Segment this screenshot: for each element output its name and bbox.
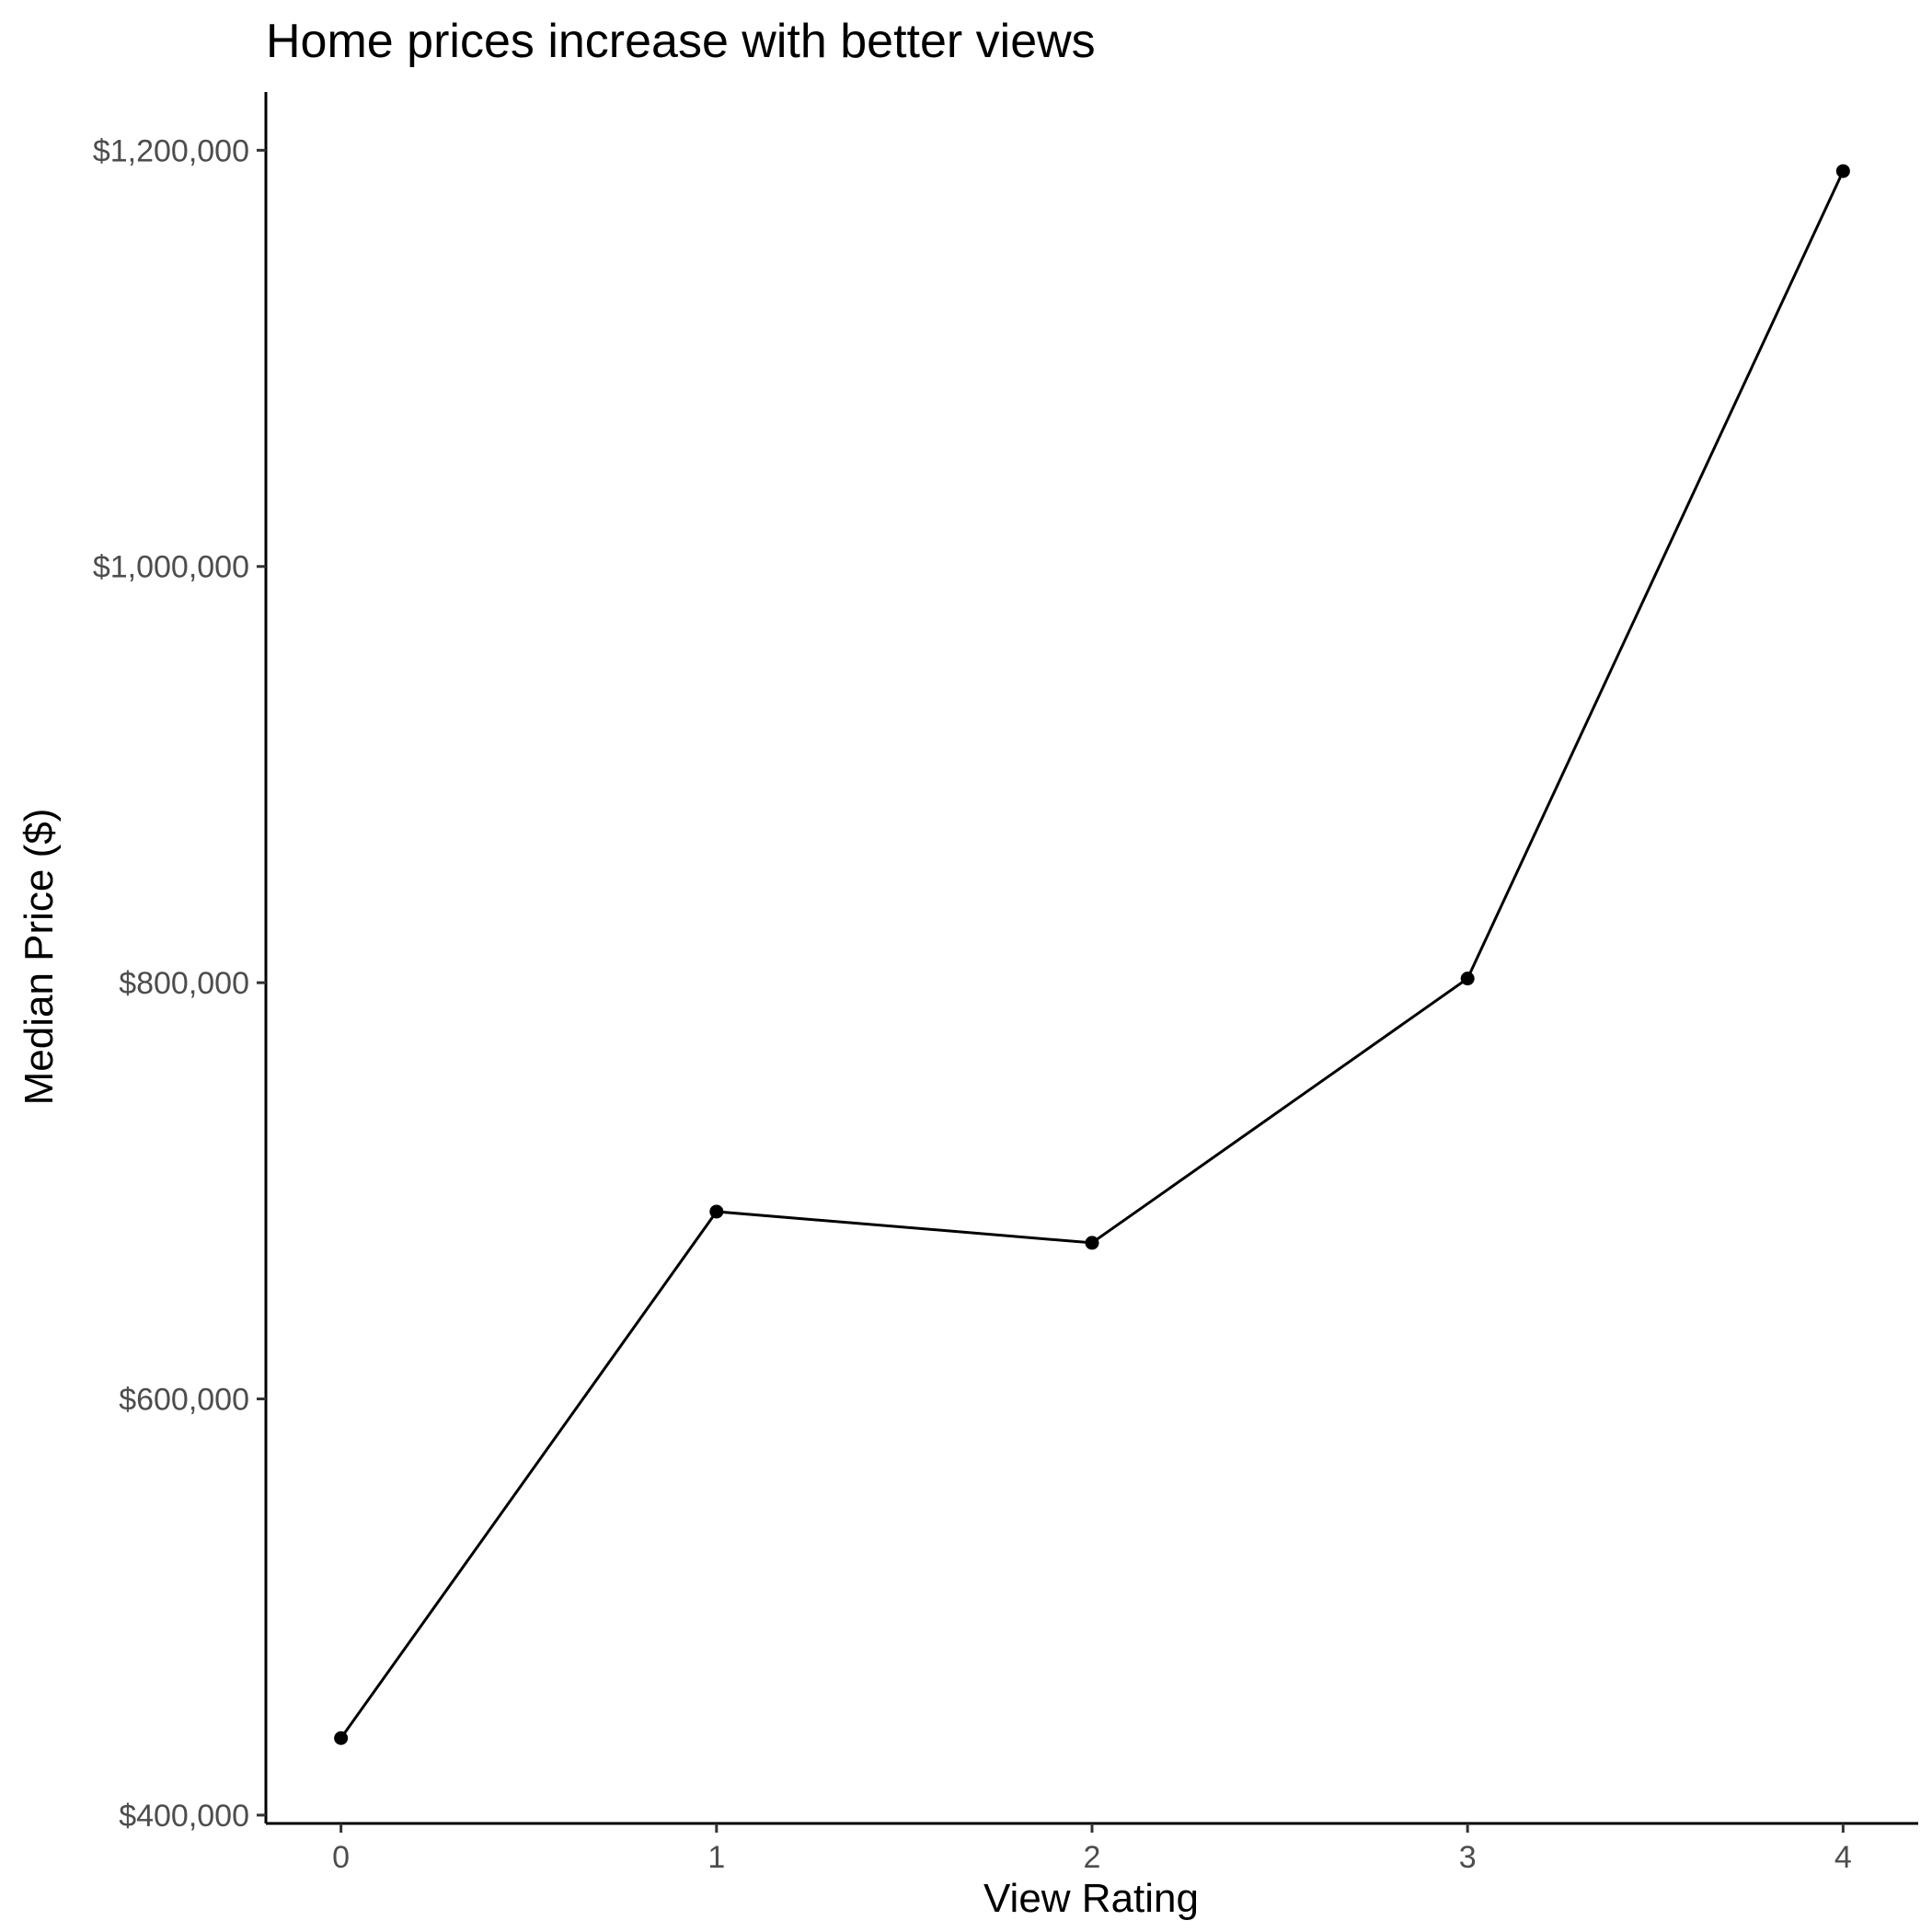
series-median-price	[334, 164, 1850, 1745]
y-tick-label: $800,000	[119, 966, 249, 1001]
y-tick-label: $600,000	[119, 1383, 249, 1418]
y-axis: $400,000 $600,000 $800,000 $1,000,000 $1,200…	[93, 92, 268, 1834]
data-point	[1085, 1236, 1099, 1250]
x-tick-label: 1	[707, 1840, 725, 1875]
data-point	[334, 1731, 349, 1745]
data-point	[1835, 164, 1850, 178]
data-point	[709, 1204, 724, 1219]
y-tick-label: $400,000	[119, 1799, 249, 1834]
y-axis-title: Median Price ($)	[17, 809, 62, 1106]
data-point	[1460, 972, 1475, 986]
y-tick-label: $1,000,000	[93, 550, 249, 585]
chart-title: Home prices increase with better views	[266, 15, 1096, 68]
x-tick-label: 2	[1084, 1840, 1101, 1875]
y-tick-label: $1,200,000	[93, 133, 249, 168]
x-axis-title: View Rating	[983, 1876, 1199, 1921]
x-axis: 0 1 2 3 4	[266, 1822, 1918, 1875]
series-line	[339, 170, 1845, 1740]
x-tick-label: 3	[1459, 1840, 1477, 1875]
x-tick-label: 0	[332, 1840, 350, 1875]
x-tick-label: 4	[1834, 1840, 1852, 1875]
